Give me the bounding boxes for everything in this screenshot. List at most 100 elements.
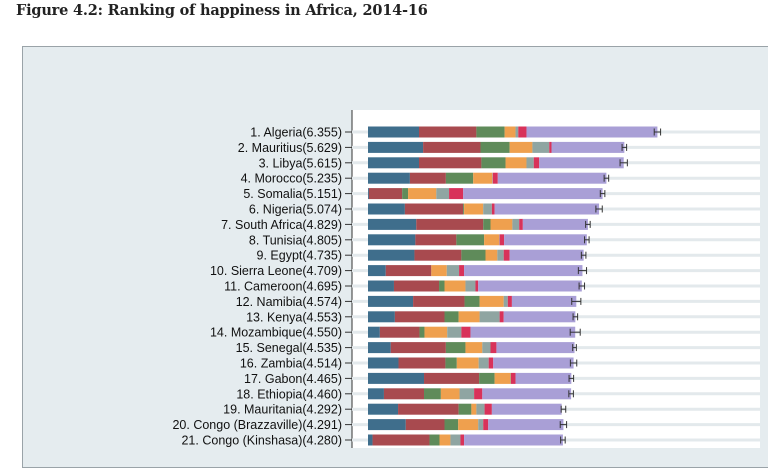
bar-segment — [424, 373, 479, 384]
bar-segment — [461, 250, 485, 261]
bar-segment — [373, 435, 430, 446]
bar-segment — [449, 188, 463, 199]
bar-segment — [475, 281, 478, 292]
bar-segment — [483, 204, 492, 215]
bar-segment — [459, 265, 464, 276]
bar-segment — [510, 142, 533, 153]
bar-segment — [549, 142, 551, 153]
bar-segment — [483, 219, 490, 230]
bar-segment — [495, 204, 599, 215]
bar-segment — [465, 342, 482, 353]
bar-segment — [532, 142, 549, 153]
bar-segment — [484, 234, 499, 245]
bar-segment — [500, 311, 504, 322]
bar-segment — [504, 311, 576, 322]
bar-segment — [481, 157, 505, 168]
bar-segment — [504, 234, 587, 245]
bar-segment — [368, 342, 391, 353]
bar-segment — [460, 435, 464, 446]
bar-segment — [465, 281, 475, 292]
bar-segment — [464, 265, 582, 276]
country-label: 10. Sierra Leone(4.709) — [210, 264, 342, 278]
bar-segment — [485, 250, 497, 261]
bar-segment — [446, 342, 466, 353]
bar-segment — [473, 173, 492, 184]
bar-segment — [415, 234, 456, 245]
bar-segment — [450, 435, 460, 446]
country-label: 9. Egypt(4.735) — [257, 249, 342, 263]
bar-segment — [368, 404, 398, 415]
bar-segment — [491, 219, 513, 230]
country-label: 2. Mauritius(5.629) — [238, 141, 342, 155]
bar-segment — [424, 388, 441, 399]
country-label: 11. Cameroon(4.695) — [224, 280, 342, 294]
bar-segment — [414, 250, 461, 261]
bar-segment — [483, 419, 488, 430]
bar-segment — [510, 250, 584, 261]
bar-segment — [457, 358, 479, 369]
chart: 1. Algeria(6.355)2. Mauritius(5.629)3. L… — [0, 0, 768, 448]
country-label: 17. Gabon(4.465) — [244, 372, 342, 386]
bar-segment — [493, 358, 573, 369]
bar-segment — [436, 188, 449, 199]
bar-segment — [482, 388, 571, 399]
bar-segment — [500, 234, 505, 245]
bar-segment — [368, 234, 415, 245]
bar-segment — [480, 311, 500, 322]
bar-segment — [445, 311, 459, 322]
bar-segment — [497, 250, 503, 261]
country-label: 5. Somalia(5.151) — [243, 187, 342, 201]
bar-segment — [445, 358, 456, 369]
bar-segment — [416, 219, 483, 230]
bar-segment — [368, 219, 416, 230]
bar-segment — [479, 373, 494, 384]
bar-segment — [406, 419, 445, 430]
bar-segment — [368, 173, 410, 184]
bar-segment — [492, 404, 562, 415]
country-label: 20. Congo (Brazzaville)(4.291) — [172, 418, 342, 432]
bar-segment — [552, 142, 625, 153]
bar-segment — [511, 373, 516, 384]
bar-segment — [464, 204, 483, 215]
bar-segment — [464, 435, 563, 446]
bar-segment — [516, 373, 572, 384]
bar-segment — [408, 188, 436, 199]
bar-segment — [445, 419, 459, 430]
bar-segment — [485, 404, 492, 415]
bar-segment — [478, 281, 582, 292]
bar-segment — [518, 127, 526, 138]
bar-segment — [395, 311, 445, 322]
bar-segment — [368, 188, 369, 199]
bar-segment — [482, 342, 490, 353]
bar-segment — [491, 342, 497, 353]
bar-segment — [368, 388, 384, 399]
bar-segment — [402, 188, 408, 199]
bar-segment — [447, 265, 459, 276]
bar-segment — [391, 342, 446, 353]
bar-segment — [512, 296, 576, 307]
bar-segment — [368, 265, 386, 276]
bar-segment — [423, 142, 480, 153]
bar-segment — [439, 435, 450, 446]
bar-segment — [368, 281, 394, 292]
bar-segment — [478, 419, 483, 430]
bar-segment — [526, 127, 657, 138]
bar-segment — [480, 142, 509, 153]
bar-segment — [431, 265, 446, 276]
bar-segment — [429, 435, 439, 446]
bar-segment — [523, 219, 588, 230]
bar-segment — [368, 419, 406, 430]
bar-segment — [410, 173, 446, 184]
bar-segment — [470, 327, 575, 338]
country-label: 21. Congo (Kinshasa)(4.280) — [181, 434, 342, 448]
country-label: 8. Tunisia(4.805) — [249, 233, 342, 247]
bar-segment — [446, 173, 473, 184]
bar-segment — [399, 358, 446, 369]
bar-segment — [489, 358, 494, 369]
bar-segment — [476, 404, 484, 415]
bar-segment — [368, 373, 424, 384]
bar-segment — [504, 296, 508, 307]
country-label: 18. Ethiopia(4.460) — [236, 387, 342, 401]
country-label: 13. Kenya(4.553) — [246, 310, 342, 324]
bar-segment — [461, 327, 470, 338]
